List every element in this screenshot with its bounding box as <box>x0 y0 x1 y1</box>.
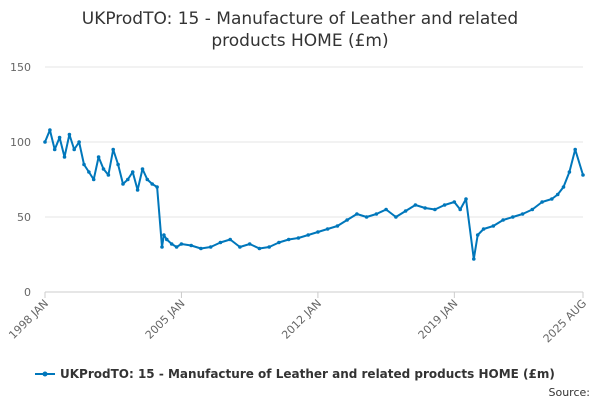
data-point[interactable] <box>306 233 311 237</box>
data-point[interactable] <box>155 185 159 189</box>
y-tick-label: 0 <box>24 286 31 299</box>
data-point[interactable] <box>145 177 150 182</box>
data-point[interactable] <box>520 212 525 216</box>
data-point[interactable] <box>394 215 398 219</box>
y-tick-label: 100 <box>10 136 31 149</box>
data-point[interactable] <box>208 245 213 249</box>
data-point[interactable] <box>77 140 81 144</box>
data-point[interactable] <box>442 203 447 207</box>
data-point[interactable] <box>475 233 480 237</box>
data-point[interactable] <box>150 182 154 186</box>
data-point[interactable] <box>458 207 463 212</box>
data-point[interactable] <box>87 170 91 174</box>
data-point[interactable] <box>423 206 427 210</box>
chart-title-line-2: products HOME (£m) <box>211 31 388 51</box>
data-point[interactable] <box>82 162 86 167</box>
data-point[interactable] <box>501 218 505 222</box>
data-point[interactable] <box>472 257 476 261</box>
data-point[interactable] <box>481 227 486 231</box>
data-point[interactable] <box>165 237 169 242</box>
data-point[interactable] <box>573 147 577 152</box>
data-point[interactable] <box>126 177 130 182</box>
x-tick-label: 2005 JAN <box>143 297 188 342</box>
data-point[interactable] <box>48 128 52 132</box>
data-point[interactable] <box>277 240 281 245</box>
x-tick-label: 1998 JAN <box>6 297 51 342</box>
data-point[interactable] <box>433 207 437 212</box>
data-point[interactable] <box>384 207 388 212</box>
source-label: Source: <box>549 386 591 399</box>
chart-title-line-1: UKProdTO: 15 - Manufacture of Leather an… <box>82 9 518 29</box>
data-point[interactable] <box>72 147 76 152</box>
data-point[interactable] <box>162 233 166 237</box>
legend[interactable]: UKProdTO: 15 - Manufacture of Leather an… <box>35 367 555 381</box>
legend-marker-swatch <box>42 371 48 377</box>
x-tick-label: 2012 JAN <box>279 297 324 342</box>
data-point[interactable] <box>140 167 145 171</box>
data-point[interactable] <box>101 167 106 171</box>
data-point[interactable] <box>62 155 67 159</box>
data-point[interactable] <box>550 197 554 201</box>
data-point[interactable] <box>452 200 457 204</box>
data-point[interactable] <box>345 218 349 222</box>
data-point[interactable] <box>91 177 96 182</box>
data-point[interactable] <box>374 212 379 216</box>
data-point[interactable] <box>464 197 468 201</box>
data-point[interactable] <box>111 147 115 152</box>
data-point[interactable] <box>199 246 203 251</box>
data-point[interactable] <box>228 237 232 242</box>
data-point[interactable] <box>316 230 320 234</box>
data-point[interactable] <box>174 245 179 249</box>
data-point[interactable] <box>286 237 291 242</box>
legend-label: UKProdTO: 15 - Manufacture of Leather an… <box>60 367 555 381</box>
data-point[interactable] <box>511 215 515 219</box>
data-point[interactable] <box>169 242 174 246</box>
data-point[interactable] <box>189 243 193 248</box>
y-tick-label: 50 <box>17 211 31 224</box>
data-point[interactable] <box>540 200 544 204</box>
data-point[interactable] <box>257 246 262 251</box>
data-point[interactable] <box>355 212 359 216</box>
series-line-group <box>43 128 585 261</box>
data-point[interactable] <box>335 224 340 228</box>
data-point[interactable] <box>491 224 496 228</box>
data-point[interactable] <box>57 135 62 140</box>
data-point[interactable] <box>135 188 140 192</box>
data-point[interactable] <box>130 170 135 174</box>
x-axis-ticks: 1998 JAN 2005 JAN 2012 JAN 2019 JAN 2025 AUG <box>6 292 589 345</box>
gridlines <box>45 66 583 218</box>
data-point[interactable] <box>67 132 72 137</box>
data-point[interactable] <box>413 203 418 207</box>
data-point[interactable] <box>179 242 184 246</box>
data-point[interactable] <box>106 173 111 177</box>
data-point[interactable] <box>581 173 585 177</box>
data-point[interactable] <box>567 170 572 174</box>
data-point[interactable] <box>364 215 369 219</box>
data-point[interactable] <box>325 227 330 231</box>
data-point[interactable] <box>52 147 57 152</box>
data-point[interactable] <box>555 192 560 197</box>
data-point[interactable] <box>403 209 408 213</box>
data-point[interactable] <box>218 240 223 245</box>
x-tick-label: 2025 AUG <box>541 297 590 346</box>
data-point[interactable] <box>296 236 301 240</box>
y-axis-ticks: 0 50 100 150 <box>10 61 31 299</box>
data-point[interactable] <box>160 245 164 249</box>
y-tick-label: 150 <box>10 61 31 74</box>
data-point[interactable] <box>43 140 47 144</box>
x-tick-label: 2019 JAN <box>416 297 461 342</box>
data-point[interactable] <box>530 207 535 212</box>
data-point[interactable] <box>561 185 566 189</box>
data-point[interactable] <box>116 162 120 167</box>
data-point[interactable] <box>121 182 125 186</box>
data-point[interactable] <box>267 245 272 249</box>
series-line <box>44 129 584 260</box>
data-point[interactable] <box>238 245 242 249</box>
data-point[interactable] <box>96 155 101 159</box>
data-point[interactable] <box>247 242 252 246</box>
